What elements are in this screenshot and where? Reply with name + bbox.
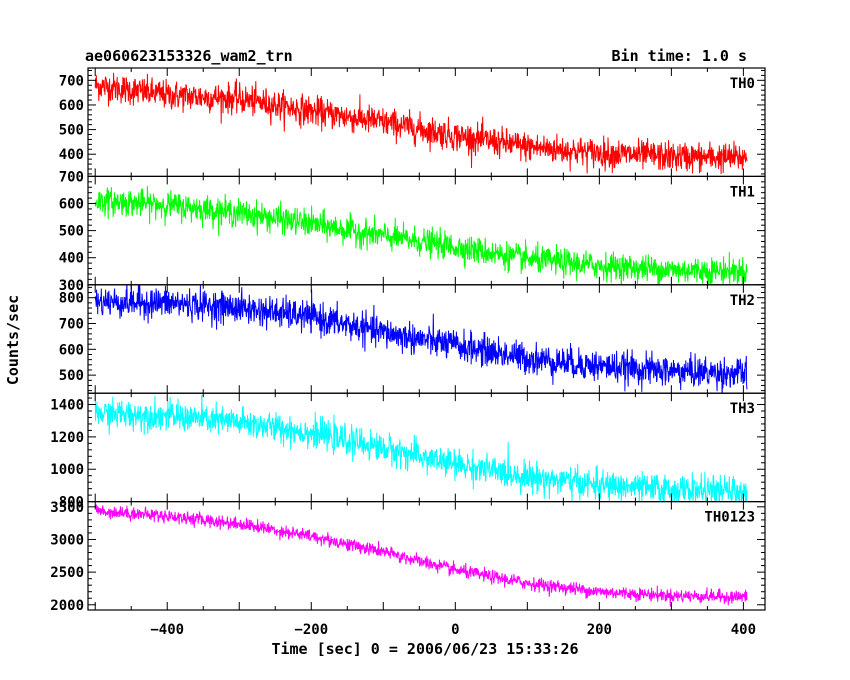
panel-th3: 800 1000 1200 1400 TH3 <box>50 392 766 511</box>
panel-label-th1: TH1 <box>730 184 755 200</box>
y-tick-label: 2000 <box>50 598 84 614</box>
y-tick-label: 600 <box>59 98 84 114</box>
y-tick-label: 1400 <box>50 398 84 414</box>
y-tick-label: 2500 <box>50 565 84 581</box>
y-tick-label: 700 <box>59 317 84 333</box>
x-tick-label: 0 <box>451 622 459 638</box>
y-tick-label: 3500 <box>50 500 84 516</box>
panel-label-th3: TH3 <box>730 401 755 417</box>
y-tick-label: 500 <box>59 368 84 384</box>
y-tick-label: 500 <box>59 224 84 240</box>
y-tick-label: 700 <box>59 73 84 89</box>
series-line-th1 <box>94 185 748 285</box>
panel-th1: 300 400 500 600 700 TH1 <box>59 169 766 294</box>
x-axis: −400 −200 0 200 400 <box>150 622 756 638</box>
panel-frame <box>87 501 766 611</box>
x-tick-label: −400 <box>150 622 184 638</box>
panel-th2: 500 600 700 800 TH2 <box>59 284 766 394</box>
y-tick-label: 700 <box>59 169 84 185</box>
panel-label-th0123: TH0123 <box>704 510 755 526</box>
panel-label-th0: TH0 <box>730 76 755 92</box>
y-tick-label: 600 <box>59 197 84 213</box>
y-tick-label: 500 <box>59 123 84 139</box>
bin-time-label: Bin time: 1.0 s <box>612 47 747 65</box>
x-tick-label: 400 <box>731 622 756 638</box>
y-tick-label: 300 <box>59 278 84 294</box>
y-tick-label: 3000 <box>50 532 84 548</box>
panel-th0: 400 500 600 700 TH0 <box>59 67 766 178</box>
y-axis-title: Counts/sec <box>4 295 22 385</box>
chart-title: ae060623153326_wam2_trn <box>85 47 293 65</box>
y-tick-label: 1200 <box>50 430 84 446</box>
x-axis-title: Time [sec] 0 = 2006/06/23 15:33:26 <box>271 640 578 658</box>
y-tick-label: 800 <box>59 291 84 307</box>
panels-group: 400 500 600 700 TH0 300 400 500 600 700 TH1 500 600 7… <box>50 67 766 614</box>
x-tick-label: −200 <box>294 622 328 638</box>
series-line-th0123 <box>94 504 748 607</box>
y-tick-label: 600 <box>59 342 84 358</box>
series-line-th3 <box>94 394 748 502</box>
x-tick-label: 200 <box>587 622 612 638</box>
panel-label-th2: TH2 <box>730 293 755 309</box>
series-line-th2 <box>94 284 748 394</box>
y-tick-label: 400 <box>59 147 84 163</box>
y-tick-label: 800 <box>59 495 84 511</box>
y-tick-label: 1000 <box>50 462 84 478</box>
panel-th0123: 2000 2500 3000 3500 TH0123 <box>50 500 766 614</box>
series-line-th0 <box>94 72 748 175</box>
y-tick-label: 400 <box>59 251 84 267</box>
